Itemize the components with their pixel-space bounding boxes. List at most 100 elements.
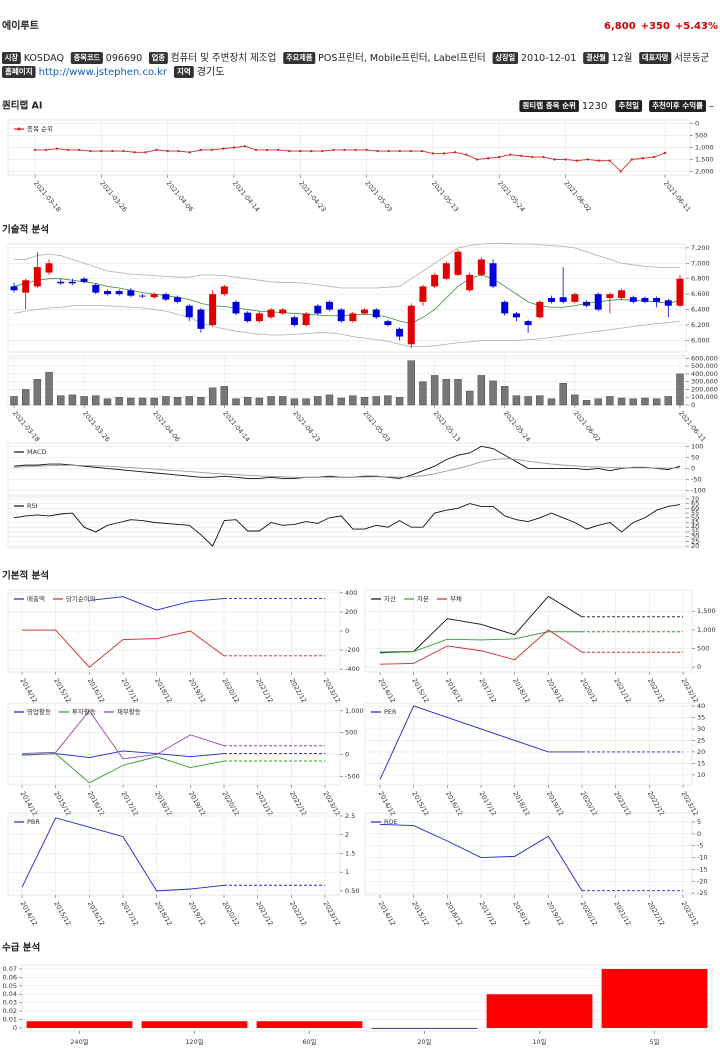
point	[343, 148, 346, 152]
y-tick-label: 0.50	[345, 887, 359, 895]
candle-body	[361, 309, 369, 314]
info-label-box	[1, 52, 21, 64]
candle-body	[57, 281, 65, 284]
stat-label-box	[519, 100, 579, 112]
point	[55, 147, 59, 150]
y-tick-label: 0	[697, 663, 701, 671]
bar	[10, 396, 18, 406]
legend-label: 매출액	[27, 594, 45, 603]
bar	[606, 396, 614, 406]
stat-label-box	[615, 100, 643, 112]
point	[586, 158, 589, 161]
bar	[349, 395, 357, 406]
candle-body	[267, 309, 275, 318]
candle-body	[477, 259, 485, 275]
y-tick-label: 35	[697, 713, 705, 721]
y-tick-label: 0.04	[3, 990, 17, 998]
line	[379, 629, 583, 665]
info-row: 홈페이지 http://www.jstephen.co.kr 지역 경기도	[2, 65, 224, 78]
bar	[582, 400, 591, 406]
y-tick-label: 6,400	[691, 306, 710, 314]
candle-body	[290, 317, 298, 325]
stat-value: 1230	[582, 101, 607, 112]
bar	[141, 1021, 248, 1028]
point	[299, 149, 302, 153]
y-tick-label: 35	[691, 528, 699, 536]
point	[100, 149, 103, 153]
candle-body	[139, 295, 147, 297]
section-title: 기본적 분석	[2, 570, 49, 582]
point	[276, 148, 280, 152]
bar	[524, 396, 532, 406]
candle-body	[232, 301, 240, 314]
bar	[232, 398, 240, 406]
homepage-link[interactable]: http://www.jstephen.co.kr	[39, 67, 168, 78]
point	[221, 147, 225, 150]
legend-marker	[17, 127, 21, 131]
plot-frame	[7, 702, 341, 786]
y-tick-label: 1	[345, 868, 349, 876]
point	[33, 148, 37, 152]
point	[575, 159, 578, 162]
y-tick-label: 2.5	[345, 812, 355, 820]
bar	[559, 383, 567, 406]
point	[210, 148, 214, 152]
point	[188, 151, 191, 154]
candle-body	[641, 298, 649, 302]
candle-body	[45, 263, 53, 273]
y-tick-label: 400,000	[691, 370, 718, 378]
point	[420, 149, 424, 153]
y-tick-label: -25	[697, 889, 708, 897]
bar	[279, 396, 287, 406]
point	[564, 158, 567, 161]
point	[498, 155, 501, 159]
y-tick-label: 6,600	[691, 290, 710, 298]
candle-body	[431, 274, 439, 287]
point	[442, 152, 446, 155]
candle-body	[442, 263, 450, 279]
stat-label: 퀀티랩 종목 순위	[522, 100, 576, 110]
y-tick-label: 6,000	[691, 336, 710, 344]
candle-body	[547, 298, 555, 302]
price-change: +350	[641, 21, 670, 32]
point	[310, 149, 313, 153]
bar	[477, 375, 486, 406]
y-tick-label: 0	[695, 120, 699, 128]
point	[652, 155, 656, 159]
y-tick-label: 50	[691, 453, 699, 461]
candle-body	[664, 300, 672, 306]
candle-body	[559, 297, 567, 302]
point	[122, 149, 125, 153]
stat-label: 추천이후 수익률	[652, 100, 703, 110]
stat-value: –	[709, 101, 714, 112]
line	[35, 145, 666, 173]
point	[354, 148, 357, 152]
candle-body	[583, 301, 591, 306]
bar	[162, 396, 170, 406]
point	[155, 148, 158, 152]
point	[464, 153, 468, 156]
bar	[652, 398, 661, 406]
legend-label: PBR	[27, 818, 40, 826]
info-value: 096690	[106, 53, 142, 64]
candle-body	[606, 294, 614, 298]
legend-label: 영업활동	[27, 707, 51, 716]
candle-body	[407, 305, 415, 345]
point	[619, 170, 622, 173]
info-value: 컴퓨터 및 주변장치 제조업	[171, 51, 277, 64]
bar	[185, 396, 193, 406]
legend-label: ROE	[384, 818, 398, 826]
bar	[325, 394, 334, 406]
y-tick-label: -100	[691, 487, 706, 495]
bar	[664, 396, 673, 406]
y-tick-label: 25	[697, 736, 705, 744]
candle-body	[396, 328, 404, 337]
point	[177, 149, 180, 153]
candle-body	[594, 294, 602, 310]
bar	[407, 360, 415, 406]
info-label: 주요제품	[286, 53, 313, 62]
bar	[243, 397, 252, 406]
line	[379, 631, 582, 654]
y-tick-label: 6,800	[691, 275, 710, 283]
point	[509, 153, 512, 156]
